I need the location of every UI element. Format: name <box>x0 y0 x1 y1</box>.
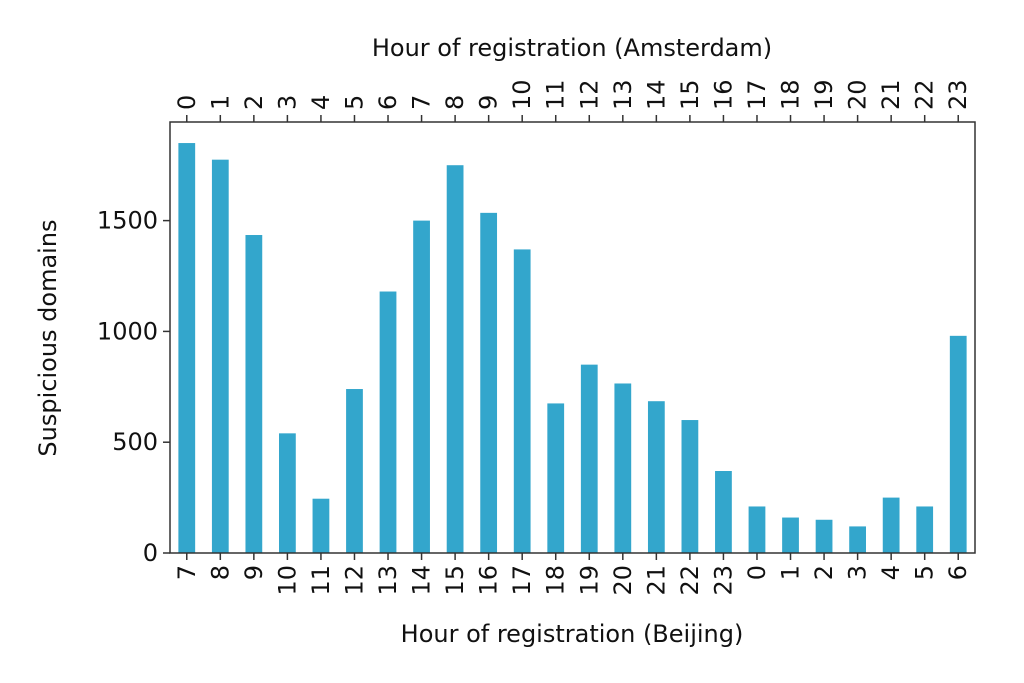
x2-tick-label: 13 <box>609 79 637 110</box>
x-tick-label: 18 <box>542 565 570 596</box>
bar <box>413 220 430 553</box>
x-tick-label: 14 <box>408 565 436 596</box>
y-tick-label: 1500 <box>97 207 158 235</box>
x2-tick-label: 22 <box>911 79 939 110</box>
x2-tick-label: 23 <box>944 79 972 110</box>
x-tick-label: 15 <box>441 565 469 596</box>
x-tick-label: 4 <box>877 565 905 580</box>
x-tick-label: 23 <box>709 565 737 596</box>
x2-tick-label: 12 <box>575 79 603 110</box>
bar <box>379 291 397 553</box>
bar <box>513 249 531 554</box>
x2-tick-label: 6 <box>374 95 402 110</box>
bar <box>782 517 799 553</box>
x-tick-label: 0 <box>743 565 771 580</box>
x-tick-label: 16 <box>475 565 503 596</box>
bar <box>815 519 833 553</box>
bar <box>178 143 196 554</box>
x2-tick-label: 1 <box>206 95 234 110</box>
x-tick-label: 17 <box>508 565 536 596</box>
x-tick-label: 10 <box>273 565 301 596</box>
x-tick-label: 2 <box>810 565 838 580</box>
x2-tick-label: 3 <box>273 95 301 110</box>
y-tick-label: 0 <box>143 539 158 567</box>
x2-tick-label: 0 <box>173 95 201 110</box>
x2-tick-label: 21 <box>877 79 905 110</box>
x2-tick-label: 7 <box>408 95 436 110</box>
bar <box>916 506 934 553</box>
x2-tick-label: 16 <box>709 79 737 110</box>
x2-tick-label: 18 <box>777 79 805 110</box>
bar <box>849 526 866 553</box>
x2-tick-label: 5 <box>340 95 368 110</box>
bar <box>748 506 766 553</box>
x2-tick-label: 9 <box>475 95 503 110</box>
y-tick-label: 1000 <box>97 317 158 345</box>
bar <box>279 433 296 553</box>
y-axis-label: Suspicious domains <box>34 219 62 456</box>
bar <box>211 159 229 553</box>
bar <box>245 235 263 553</box>
x2-tick-label: 10 <box>508 79 536 110</box>
bar <box>949 335 967 553</box>
x2-tick-label: 14 <box>642 79 670 110</box>
plot-frame <box>169 121 976 554</box>
bar <box>614 383 632 553</box>
x-tick-label: 7 <box>173 565 201 580</box>
x-tick-label: 8 <box>206 565 234 580</box>
x-tick-label: 11 <box>307 565 335 596</box>
bar <box>446 165 464 553</box>
x2-tick-label: 17 <box>743 79 771 110</box>
bar <box>681 420 699 553</box>
x-tick-label: 1 <box>777 565 805 580</box>
x-tick-label: 5 <box>911 565 939 580</box>
x2-tick-label: 8 <box>441 95 469 110</box>
x-tick-label: 22 <box>676 565 704 596</box>
x-axis-label: Hour of registration (Beijing) <box>401 620 744 648</box>
x-tick-label: 20 <box>609 565 637 596</box>
y-tick-label: 500 <box>112 428 158 456</box>
x-tick-label: 13 <box>374 565 402 596</box>
x2-tick-label: 20 <box>844 79 872 110</box>
x2-tick-label: 15 <box>676 79 704 110</box>
x2-tick-label: 4 <box>307 95 335 110</box>
bar <box>715 471 732 553</box>
x-tick-label: 9 <box>240 565 268 580</box>
x-tick-label: 21 <box>642 565 670 596</box>
x2-axis-label: Hour of registration (Amsterdam) <box>372 34 772 62</box>
x-tick-label: 19 <box>575 565 603 596</box>
x-tick-label: 6 <box>944 565 972 580</box>
bar <box>312 498 330 553</box>
x2-tick-label: 19 <box>810 79 838 110</box>
x2-tick-label: 2 <box>240 95 268 110</box>
bar <box>346 389 363 553</box>
x-tick-label: 12 <box>340 565 368 596</box>
bar <box>647 401 665 553</box>
x2-tick-label: 11 <box>542 79 570 110</box>
x-tick-label: 3 <box>844 565 872 580</box>
bar <box>547 403 565 553</box>
bar <box>480 212 498 554</box>
bar <box>882 497 900 553</box>
bar <box>580 364 598 553</box>
